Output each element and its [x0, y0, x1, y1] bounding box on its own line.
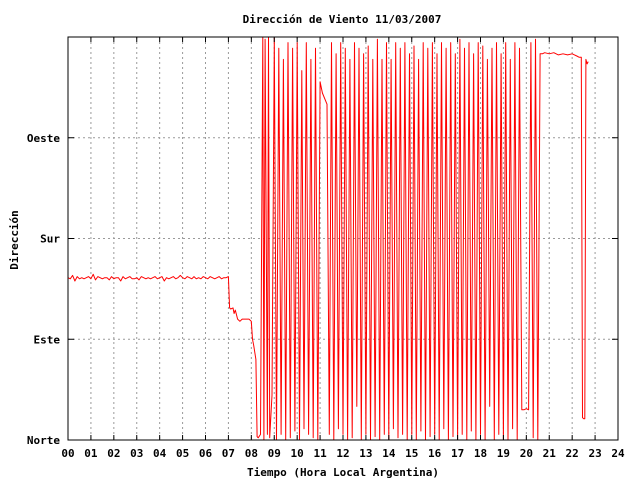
x-tick-label: 24	[611, 447, 625, 460]
y-axis-label: Dirección	[8, 210, 21, 270]
x-tick-label: 11	[313, 447, 327, 460]
x-tick-label: 07	[222, 447, 235, 460]
x-tick-label: 12	[336, 447, 349, 460]
y-tick-label: Norte	[27, 434, 60, 447]
wind-direction-line	[67, 36, 589, 441]
y-tick-label: Oeste	[27, 132, 60, 145]
x-tick-label: 16	[428, 447, 442, 460]
chart-title: Dirección de Viento 11/03/2007	[243, 13, 442, 26]
x-tick-label: 14	[382, 447, 396, 460]
plot-series	[67, 36, 589, 441]
y-axis-ticks: Norte Este Sur Oeste	[27, 132, 618, 447]
x-tick-label: 02	[107, 447, 120, 460]
x-tick-label: 04	[153, 447, 167, 460]
x-tick-label: 06	[199, 447, 213, 460]
x-tick-label: 10	[291, 447, 304, 460]
x-tick-label: 20	[520, 447, 533, 460]
x-tick-label: 23	[588, 447, 601, 460]
x-tick-label: 03	[130, 447, 143, 460]
y-tick-label: Sur	[40, 233, 60, 246]
x-tick-label: 05	[176, 447, 189, 460]
y-tick-label: Este	[34, 333, 61, 346]
x-tick-label: 00	[61, 447, 74, 460]
x-tick-label: 17	[451, 447, 464, 460]
x-tick-label: 22	[566, 447, 579, 460]
x-tick-label: 01	[84, 447, 98, 460]
x-tick-label: 21	[543, 447, 557, 460]
x-tick-label: 09	[268, 447, 281, 460]
x-tick-label: 13	[359, 447, 372, 460]
x-tick-label: 15	[405, 447, 418, 460]
x-tick-label: 08	[245, 447, 258, 460]
x-axis-ticks: 00 01 02 03 04 05 06 07 08 09 10 11 12 13 14 15 16 17 18 19…	[61, 37, 625, 460]
x-axis-label: Tiempo (Hora Local Argentina)	[247, 466, 439, 479]
x-tick-label: 19	[497, 447, 510, 460]
x-tick-label: 18	[474, 447, 487, 460]
